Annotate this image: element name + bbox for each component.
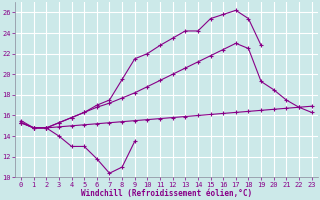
X-axis label: Windchill (Refroidissement éolien,°C): Windchill (Refroidissement éolien,°C) bbox=[81, 189, 252, 198]
